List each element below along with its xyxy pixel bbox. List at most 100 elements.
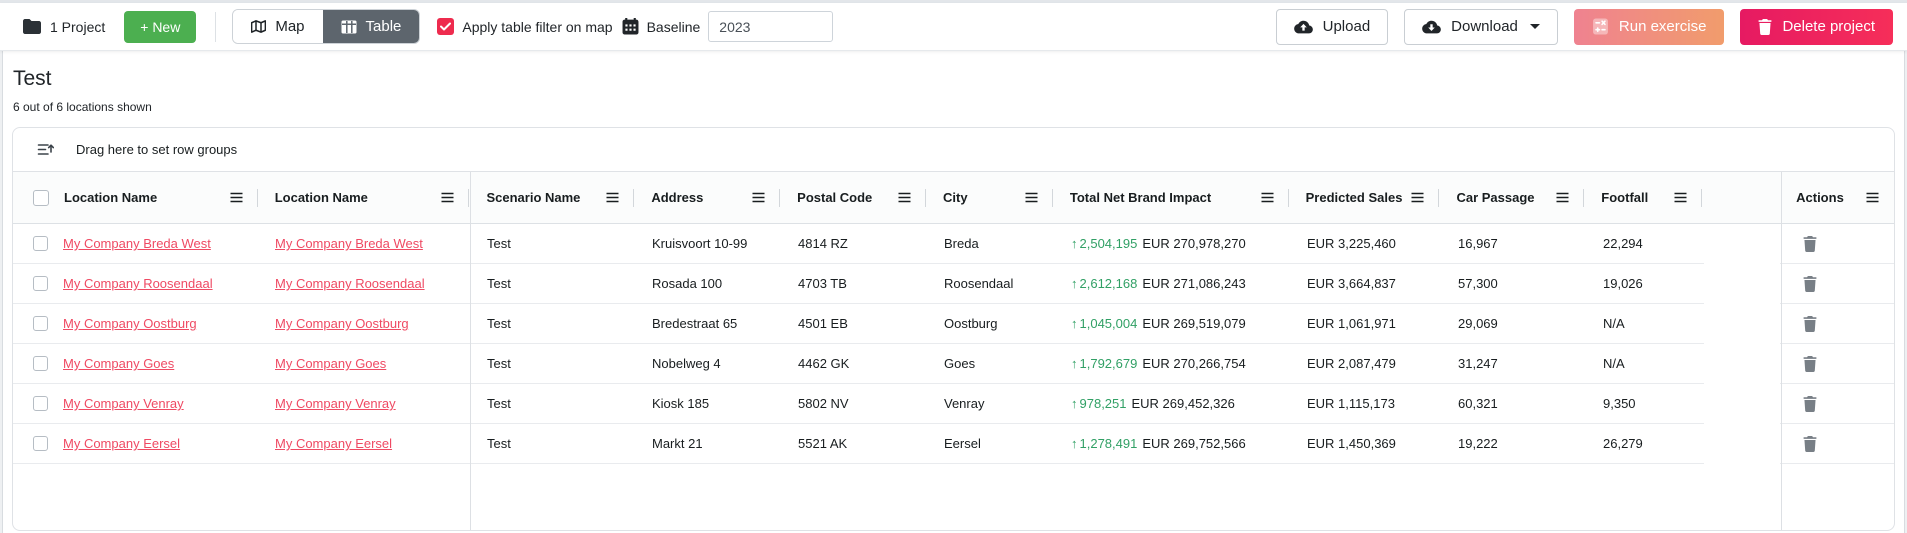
window-top-strip (0, 0, 1907, 3)
city-cell: Breda (944, 236, 979, 251)
row-checkbox[interactable] (33, 236, 48, 251)
row-checkbox[interactable] (33, 396, 48, 411)
column-menu-icon[interactable] (1866, 192, 1879, 203)
column-menu-icon[interactable] (1261, 192, 1274, 203)
location-name-link[interactable]: My Company Goes (63, 356, 175, 371)
column-menu-icon[interactable] (230, 192, 243, 203)
header-location-name-2[interactable]: Location Name (258, 172, 470, 223)
location-name-link-2[interactable]: My Company Goes (275, 356, 387, 371)
city-cell: Oostburg (944, 316, 998, 331)
upload-button[interactable]: Upload (1275, 8, 1389, 45)
delete-project-button[interactable]: Delete project (1740, 8, 1893, 45)
apply-filter-checkbox[interactable] (437, 18, 455, 35)
row-checkbox[interactable] (33, 436, 48, 451)
postal-code-cell: 5521 AK (798, 436, 848, 451)
header-location-name-1[interactable]: Location Name (13, 172, 258, 223)
delete-row-button[interactable] (1803, 355, 1817, 372)
header-scenario-name[interactable]: Scenario Name (469, 172, 634, 223)
postal-code-cell: 4501 EB (798, 316, 848, 331)
row-checkbox[interactable] (33, 276, 48, 291)
header-total-net-brand-impact[interactable]: Total Net Brand Impact (1053, 172, 1289, 223)
actions-cell (1780, 304, 1894, 344)
project-count[interactable]: 1 Project (23, 19, 105, 35)
download-button[interactable]: Download (1404, 8, 1558, 45)
header-actions[interactable]: Actions (1779, 172, 1894, 223)
header-label: Actions (1796, 190, 1844, 205)
folder-icon (23, 19, 41, 34)
header-address[interactable]: Address (634, 172, 780, 223)
row-checkbox[interactable] (33, 356, 48, 371)
location-name-link-2[interactable]: My Company Venray (275, 396, 396, 411)
brand-impact-cell: ↑ 1,045,004 EUR 269,519,079 (1054, 304, 1290, 343)
baseline-label: Baseline (646, 18, 701, 35)
header-city[interactable]: City (926, 172, 1053, 223)
row-gap (1704, 344, 1780, 384)
table-icon (341, 20, 357, 34)
header-label: Address (651, 190, 704, 205)
location-name-link-2[interactable]: My Company Oostburg (275, 316, 409, 331)
row-gap (1704, 304, 1780, 344)
apply-filter-label: Apply table filter on map (462, 18, 613, 35)
select-all-checkbox[interactable] (33, 189, 49, 206)
address-cell: Bredestraat 65 (652, 316, 738, 331)
locations-shown-status: 6 out of 6 locations shown (13, 100, 152, 114)
calendar-icon (622, 18, 639, 35)
location-name-link[interactable]: My Company Roosendaal (63, 276, 213, 291)
column-menu-icon[interactable] (898, 192, 911, 203)
location-name-link[interactable]: My Company Eersel (63, 436, 181, 451)
column-menu-icon[interactable] (441, 192, 454, 203)
location-name-link-2[interactable]: My Company Roosendaal (275, 276, 425, 291)
delete-row-button[interactable] (1803, 435, 1817, 452)
predicted-sales-cell: EUR 1,450,369 (1307, 436, 1396, 451)
table-view-button[interactable]: Table (322, 10, 420, 43)
location-name-link[interactable]: My Company Breda West (63, 236, 211, 251)
row-gap (1704, 424, 1780, 464)
scenario-cell: Test (487, 436, 511, 451)
column-menu-icon[interactable] (606, 192, 619, 203)
new-project-button[interactable]: + New (124, 10, 197, 43)
cloud-upload-icon (1293, 20, 1313, 34)
run-exercise-label: Run exercise (1618, 18, 1707, 35)
column-menu-icon[interactable] (1674, 192, 1687, 203)
map-view-button[interactable]: Map (233, 10, 323, 43)
toolbar-divider (215, 11, 217, 42)
footfall-cell: N/A (1603, 316, 1625, 331)
footfall-cell: N/A (1603, 356, 1625, 371)
header-label: Car Passage (1456, 190, 1535, 205)
header-predicted-sales[interactable]: Predicted Sales (1289, 172, 1440, 223)
row-groups-icon (37, 142, 54, 157)
upload-label: Upload (1322, 18, 1371, 35)
column-menu-icon[interactable] (1025, 192, 1038, 203)
up-arrow-icon: ↑ (1071, 436, 1078, 451)
scenario-cell: Test (487, 316, 511, 331)
delete-row-button[interactable] (1803, 315, 1817, 332)
actions-cell (1780, 344, 1894, 384)
column-menu-icon[interactable] (1556, 192, 1569, 203)
location-name-link-2[interactable]: My Company Eersel (275, 436, 393, 451)
table-row: My Company Venray My Company Venray Test… (13, 384, 1894, 424)
baseline-input[interactable] (708, 11, 834, 42)
location-name-link-2[interactable]: My Company Breda West (275, 236, 423, 251)
location-name-link[interactable]: My Company Venray (63, 396, 184, 411)
up-arrow-icon: ↑ (1071, 396, 1078, 411)
run-exercise-button[interactable]: Run exercise (1573, 8, 1725, 45)
footfall-cell: 22,294 (1603, 236, 1643, 251)
project-count-label: 1 Project (50, 18, 106, 35)
brand-impact-cell: ↑ 1,792,679 EUR 270,266,754 (1054, 344, 1290, 383)
column-menu-icon[interactable] (1411, 192, 1424, 203)
column-menu-icon[interactable] (752, 192, 765, 203)
predicted-sales-cell: EUR 2,087,479 (1307, 356, 1396, 371)
header-car-passage[interactable]: Car Passage (1439, 172, 1584, 223)
scenario-cell: Test (487, 396, 511, 411)
header-label: Location Name (64, 190, 158, 205)
delete-row-button[interactable] (1803, 395, 1817, 412)
header-footfall[interactable]: Footfall (1584, 172, 1702, 223)
row-checkbox[interactable] (33, 316, 48, 331)
delete-row-button[interactable] (1803, 235, 1817, 252)
delete-row-button[interactable] (1803, 275, 1817, 292)
header-postal-code[interactable]: Postal Code (780, 172, 926, 223)
car-passage-cell: 60,321 (1458, 396, 1498, 411)
postal-code-cell: 4703 TB (798, 276, 847, 291)
location-name-link[interactable]: My Company Oostburg (63, 316, 197, 331)
row-groups-dropzone[interactable]: Drag here to set row groups (13, 128, 1894, 172)
